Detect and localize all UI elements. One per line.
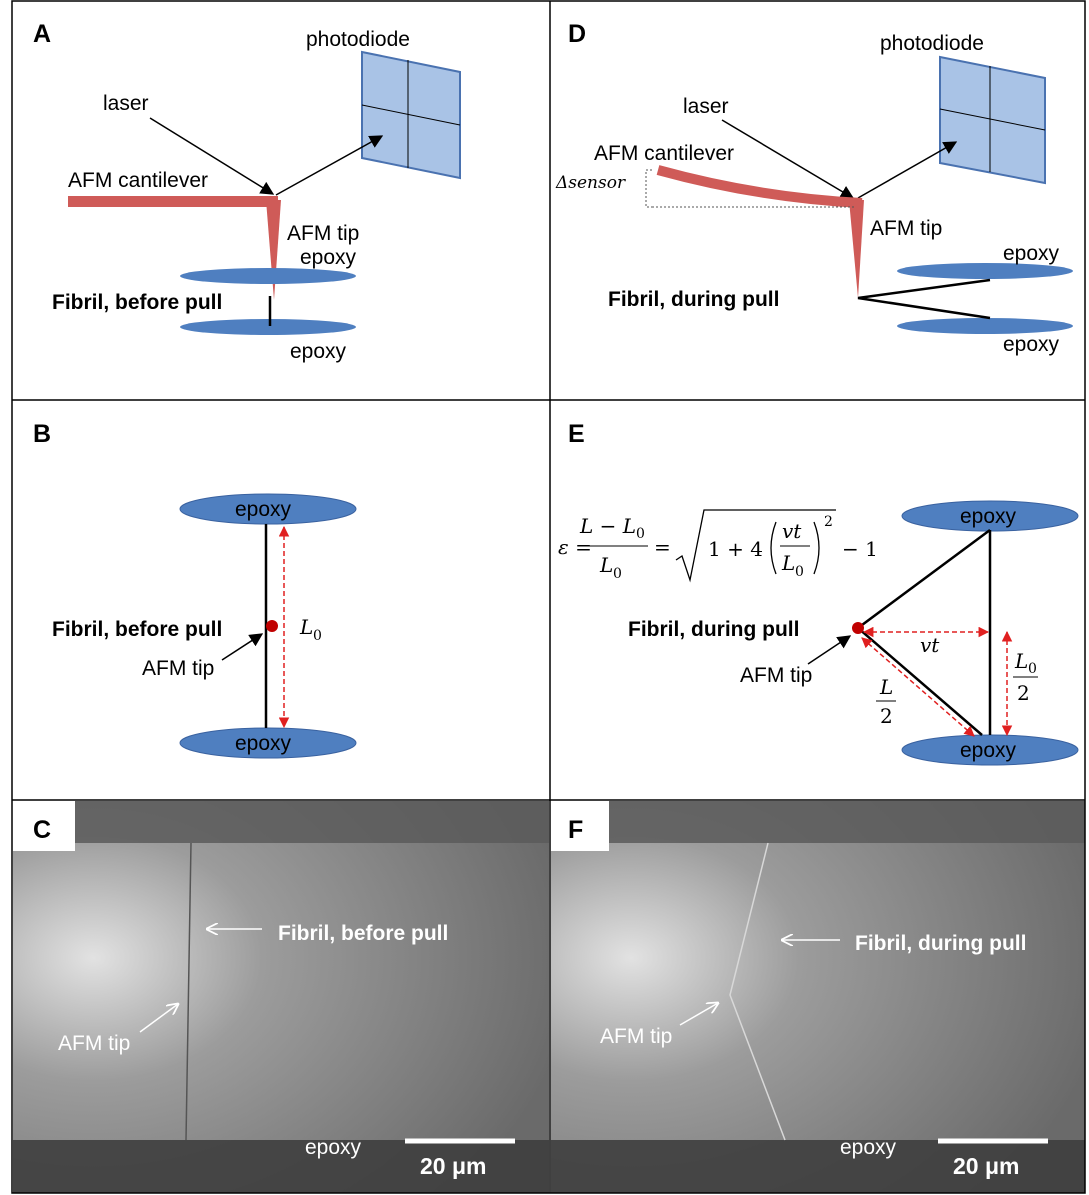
scale-label: 20 μm [953, 1153, 1020, 1179]
epoxy [180, 268, 356, 284]
epoxy-label: epoxy [840, 1136, 897, 1159]
cantilever [68, 196, 278, 207]
epoxy-label: epoxy [300, 246, 357, 269]
afm-tip [266, 200, 281, 300]
epoxy-label: epoxy [960, 739, 1017, 762]
vt-label: vt [920, 633, 940, 657]
fibril-label: Fibril, before pull [278, 922, 448, 945]
epoxy-band [551, 801, 1085, 843]
formula-text: 2 [824, 514, 833, 530]
formula-text: 1 + 4 [708, 537, 763, 561]
formula-text: vt [782, 519, 802, 543]
panel-label: B [33, 420, 51, 448]
tip-arrow [222, 634, 262, 660]
epoxy-band [13, 801, 549, 843]
panel-label: D [568, 20, 586, 48]
formula-text: − 1 [842, 537, 878, 561]
fibril-label: Fibril, during pull [855, 932, 1026, 955]
paren [771, 522, 776, 574]
fibril-label: Fibril, before pull [52, 618, 222, 641]
fibril-label: Fibril, during pull [628, 618, 799, 641]
panel-label: C [33, 816, 51, 844]
photodiode-label: photodiode [880, 32, 984, 55]
panel-c: C Fibril, before pull AFM tip epoxy 20 μ… [13, 801, 549, 1193]
fibril-label: Fibril, before pull [52, 291, 222, 314]
paren [814, 522, 819, 574]
micrograph [551, 801, 1085, 1193]
epoxy [897, 318, 1073, 334]
length-label: L [299, 615, 313, 639]
formula-text: L [781, 551, 795, 575]
epoxy-label: epoxy [960, 505, 1017, 528]
formula-text: 0 [636, 526, 645, 542]
scale-label: 20 μm [420, 1153, 487, 1179]
epoxy-label: epoxy [305, 1136, 362, 1159]
panel-e: E ε = L − L 0 L 0 = 1 + 4 vt L 0 2 − 1 e… [558, 420, 1078, 765]
figure: A photodiode laser AFM cantilever AFM ti… [0, 0, 1089, 1195]
fibril [858, 280, 990, 318]
half-l-label: L [879, 675, 893, 699]
delta-sensor-label: Δsensor [555, 173, 626, 193]
length-subscript: 0 [313, 628, 322, 644]
tip-label: AFM tip [142, 657, 214, 680]
tip-label: AFM tip [287, 222, 359, 245]
strain-formula: ε = L − L 0 L 0 = 1 + 4 vt L 0 2 − 1 [558, 510, 878, 582]
tip-label: AFM tip [740, 664, 812, 687]
cantilever-label: AFM cantilever [68, 169, 208, 192]
formula-text: 0 [795, 564, 804, 580]
page: { "panels": { "a": {"label": "A", "photo… [0, 0, 1089, 1195]
reflected-beam [858, 142, 956, 198]
epoxy-label: epoxy [1003, 333, 1060, 356]
tip-dot [852, 622, 864, 634]
half-stretched-arrow [862, 638, 974, 736]
tip-dot [266, 620, 278, 632]
formula-text: = [654, 535, 671, 559]
photodiode-label: photodiode [306, 28, 410, 51]
epoxy [180, 319, 356, 335]
epoxy-label: epoxy [235, 732, 292, 755]
panel-label: F [568, 816, 583, 844]
micrograph [13, 801, 549, 1193]
formula-text: L − L [579, 514, 636, 538]
panel-d: D photodiode laser AFM cantilever Δsenso… [555, 20, 1073, 356]
panel-b: B epoxy epoxy L 0 Fibril, before pull AF… [33, 420, 356, 758]
cantilever [658, 170, 862, 203]
delta-bracket [646, 170, 652, 207]
fibril-label: Fibril, during pull [608, 288, 779, 311]
panel-f: F Fibril, during pull AFM tip epoxy 20 μ… [551, 801, 1085, 1193]
epoxy [897, 263, 1073, 279]
epoxy-label: epoxy [235, 498, 292, 521]
half-l0-subscript: 0 [1028, 661, 1037, 677]
half-l0-den: 2 [1017, 681, 1030, 705]
formula-text: L [599, 553, 613, 577]
half-l0-label: L [1014, 649, 1028, 673]
tip-label: AFM tip [600, 1025, 672, 1048]
afm-tip [849, 200, 864, 298]
panel-label: E [568, 420, 585, 448]
reflected-beam [276, 136, 382, 195]
formula-text: ε = [558, 535, 592, 559]
formula-text: 0 [613, 566, 622, 582]
panel-label: A [33, 20, 51, 48]
tip-label: AFM tip [58, 1032, 130, 1055]
half-l-den: 2 [880, 704, 893, 728]
tip-label: AFM tip [870, 217, 942, 240]
tip-arrow [808, 636, 850, 664]
laser-label: laser [683, 95, 729, 118]
laser-label: laser [103, 92, 149, 115]
epoxy-label: epoxy [1003, 242, 1060, 265]
epoxy-label: epoxy [290, 340, 347, 363]
cantilever-label: AFM cantilever [594, 142, 734, 165]
panel-a: A photodiode laser AFM cantilever AFM ti… [33, 20, 460, 363]
